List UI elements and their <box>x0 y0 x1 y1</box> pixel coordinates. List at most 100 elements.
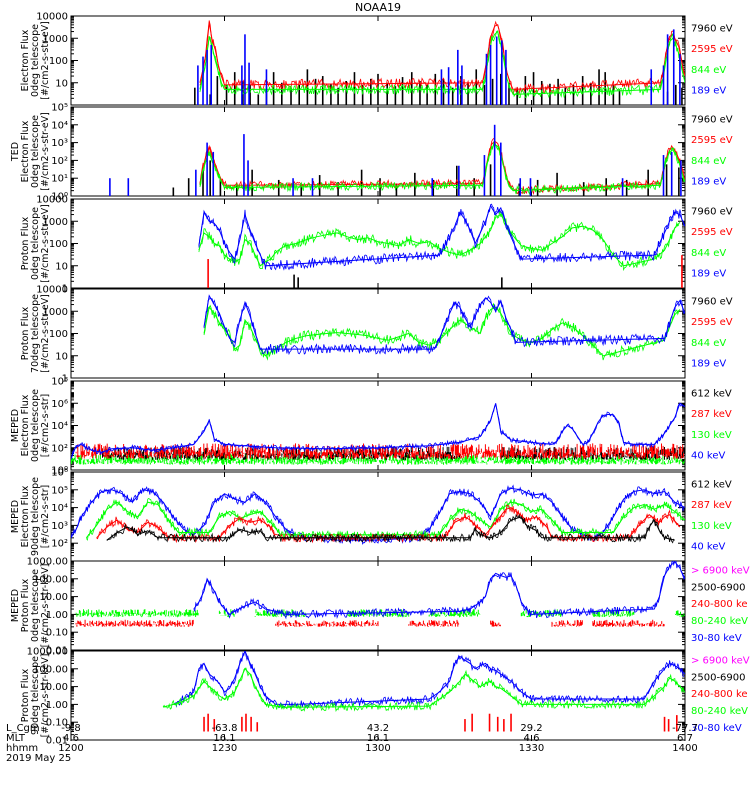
y-label-line: MEPED <box>10 409 21 442</box>
series-noise-30-80-kev <box>193 561 685 620</box>
y-axis-label: Electron Flux 0deg telescope [#/cm2-s-str-… <box>20 21 51 100</box>
plot-area <box>203 294 685 361</box>
y-tick-label: 100 <box>49 329 68 340</box>
y-tick-label: 100.00 <box>33 664 68 675</box>
series-line-30-80-kev <box>193 561 685 616</box>
y-label-line: Electron Flux <box>20 394 31 456</box>
y-label-line: Proton Flux <box>20 578 31 632</box>
x-row-label: L_Cgm <box>6 723 40 734</box>
legend-entry: 2595 eV <box>691 135 733 146</box>
series-noise-130-kev <box>71 453 685 465</box>
y-axis-label: MEPED Proton Flux 0deg telescope [#/cm2-s-s… <box>10 564 51 648</box>
y-label-line: 0deg telescope <box>30 24 41 97</box>
y-label-line: [#/cm2-s-str-eV] <box>40 294 51 373</box>
legend-entry: 287 keV <box>691 500 732 511</box>
chart-title: NOAA19 <box>355 1 401 14</box>
legend-entry: > 6900 keV <box>691 566 750 577</box>
y-tick-label: 10⁶ <box>51 399 68 410</box>
y-tick-label: 10⁰ <box>51 466 68 477</box>
y-tick-label: 0.01 <box>46 646 68 657</box>
legend-entry: 40 keV <box>691 451 725 462</box>
y-label-line: 0deg telescope <box>30 569 41 642</box>
x-tick-label-mlt: 4.6 <box>63 733 79 744</box>
y-tick-label: 10⁰ <box>51 192 68 203</box>
y-axis-label: Proton Flux 0deg telescope [#/cm2-s-str-eV… <box>20 204 51 283</box>
legend-entry: 844 eV <box>691 156 726 167</box>
y-tick-label: 10⁵ <box>51 103 68 114</box>
legend-entry: 130 keV <box>691 430 732 441</box>
series-noise-844-ev <box>203 302 680 361</box>
y-tick-label: 10.00 <box>39 592 68 603</box>
y-label-line: [#/cm2-s-str] <box>40 485 51 548</box>
series-noise-80-240-kev <box>162 667 685 713</box>
series-noise-287-kev <box>75 443 685 459</box>
y-tick-label: 100.00 <box>33 574 68 585</box>
legend-entry: 189 eV <box>691 86 726 97</box>
y-label-line: [#/cm2-s-str-keV] <box>40 654 51 738</box>
y-axis-label: TED Electron Flux 0deg telescope [#/cm2-s-s… <box>10 112 51 191</box>
y-axis-label: MEPED Electron Flux 0deg telescope [#/cm2-s… <box>10 389 51 462</box>
y-tick-label: 10000 <box>36 12 68 23</box>
y-label-line: [#/cm2-s-str] <box>40 394 51 457</box>
plot-area <box>75 561 685 627</box>
series-line-30-80-kev <box>173 651 685 705</box>
y-tick-label: 10⁶ <box>51 468 68 479</box>
y-tick-label: 10² <box>51 539 68 550</box>
series-noise-240-800-ke <box>75 619 665 627</box>
y-tick-label: 10⁴ <box>51 120 68 131</box>
x-tick-label-hhmm: 1400 <box>672 743 697 754</box>
y-tick-label: 10³ <box>51 521 68 532</box>
legend-entry: 287 keV <box>691 409 732 420</box>
series-noise-189-ev <box>198 203 685 271</box>
legend-entry: 240-800 ke <box>691 689 748 700</box>
x-tick-label-mlt: 4.6 <box>524 733 540 744</box>
y-tick-label: 100 <box>49 56 68 67</box>
x-tick-label-lat: 43.2 <box>367 723 389 734</box>
y-tick-label: 10⁵ <box>51 485 68 496</box>
series-noise-612-kev <box>106 513 675 544</box>
plot-area <box>71 402 685 465</box>
y-tick-label: 0.10 <box>46 628 68 639</box>
panel-frame <box>70 288 686 379</box>
y-tick-label: 0.01 <box>46 736 68 747</box>
x-tick-label-lat: -77.7 <box>672 723 698 734</box>
legend-entry: 240-800 ke <box>691 599 748 610</box>
y-tick-label: 1.00 <box>46 700 68 711</box>
legend-entry: 189 eV <box>691 177 726 188</box>
legend-entry: 844 eV <box>691 65 726 76</box>
legend-entry: 30-80 keV <box>691 723 742 734</box>
legend-entry: 40 keV <box>691 542 725 553</box>
y-tick-label: 10 <box>55 261 68 272</box>
legend-entry: 7960 eV <box>691 207 733 218</box>
y-tick-label: 10000 <box>36 285 68 296</box>
legend-entry: 7960 eV <box>691 24 733 35</box>
y-tick-label: 1000 <box>43 34 68 45</box>
legend-entry: 80-240 keV <box>691 616 748 627</box>
y-label-line: 0deg telescope <box>30 207 41 280</box>
x-tick-label-hhmm: 1230 <box>212 743 237 754</box>
legend-entry: 2500-6900 <box>691 582 746 593</box>
x-tick-label-lat: -63.8 <box>212 723 238 734</box>
y-tick-label: 1000 <box>43 307 68 318</box>
y-tick-label: 10000 <box>36 195 68 206</box>
y-label-line: 90deg telescope <box>30 656 41 735</box>
y-label-line: 70deg telescope <box>30 294 41 373</box>
x-tick-label-hhmm: 1200 <box>58 743 83 754</box>
legend-entry: 2595 eV <box>691 227 733 238</box>
y-tick-label: 10² <box>51 156 68 167</box>
y-tick-label: 10² <box>51 443 68 454</box>
series-noise-30-80-kev <box>173 651 685 709</box>
y-label-line: [#/cm2-s-str-eV] <box>40 21 51 100</box>
y-label-line: 90deg telescope <box>30 477 41 556</box>
legend-entry: 80-240 keV <box>691 706 748 717</box>
series-noise-40-kev <box>71 403 685 460</box>
y-label-line: Electron Flux <box>20 485 31 547</box>
y-tick-label: 10 <box>55 78 68 89</box>
